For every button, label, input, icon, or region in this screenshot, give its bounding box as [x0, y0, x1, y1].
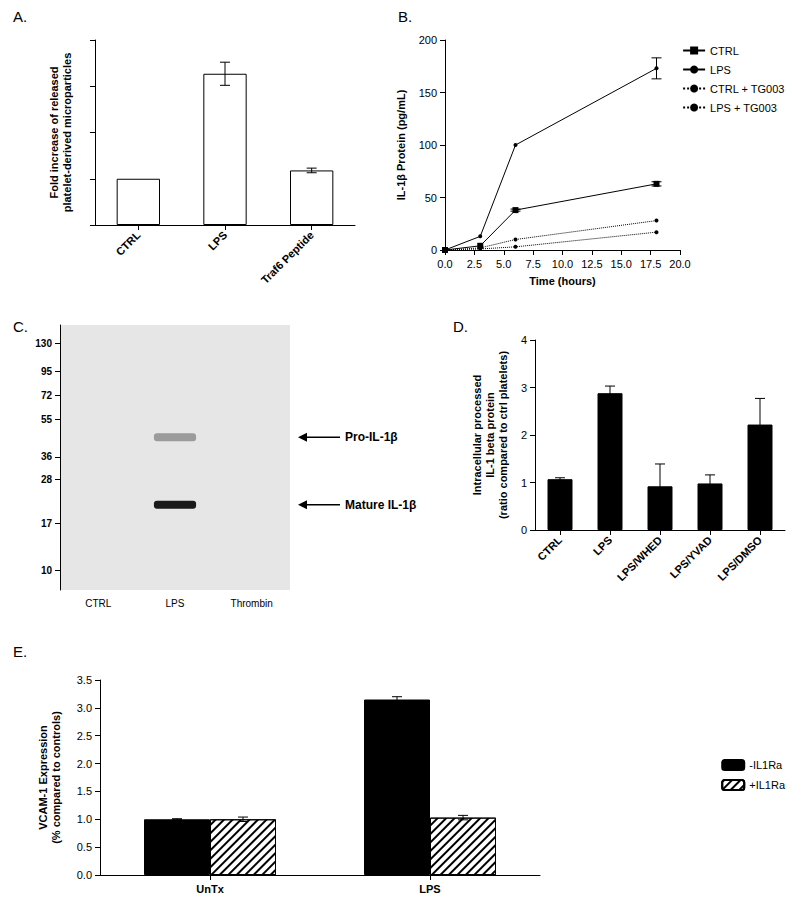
svg-text:2.5: 2.5: [77, 730, 92, 742]
svg-text:CTRL + TG003: CTRL + TG003: [710, 83, 784, 95]
svg-text:17.5: 17.5: [640, 258, 661, 270]
svg-text:Thrombin: Thrombin: [231, 598, 273, 609]
svg-text:1: 1: [521, 477, 527, 489]
svg-text:0.5: 0.5: [77, 841, 92, 853]
svg-text:20.0: 20.0: [669, 258, 690, 270]
svg-text:Traf6 Peptide: Traf6 Peptide: [259, 229, 316, 286]
svg-text:2.0: 2.0: [77, 758, 92, 770]
svg-text:LPS: LPS: [591, 534, 615, 558]
svg-text:LPS: LPS: [710, 64, 731, 76]
svg-text:-IL1Ra: -IL1Ra: [749, 759, 783, 771]
svg-text:200: 200: [419, 34, 437, 46]
svg-text:Mature IL-1β: Mature IL-1β: [345, 498, 416, 512]
svg-text:Intracellular processed: Intracellular processed: [471, 375, 483, 495]
svg-text:10.0: 10.0: [552, 258, 573, 270]
svg-text:15.0: 15.0: [611, 258, 632, 270]
svg-text:10: 10: [41, 565, 53, 576]
svg-text:Fold increase of released: Fold increase of released: [48, 66, 60, 198]
svg-text:100: 100: [419, 139, 437, 151]
svg-text:LPS: LPS: [206, 229, 230, 253]
svg-text:3.0: 3.0: [77, 702, 92, 714]
svg-text:3: 3: [521, 382, 527, 394]
svg-text:12.5: 12.5: [581, 258, 602, 270]
svg-text:7.5: 7.5: [525, 258, 540, 270]
svg-text:UnTx: UnTx: [196, 883, 224, 895]
svg-text:LPS/YVAD: LPS/YVAD: [667, 534, 714, 581]
svg-text:1.0: 1.0: [77, 813, 92, 825]
svg-text:CTRL: CTRL: [113, 229, 142, 258]
svg-text:C.: C.: [13, 318, 28, 335]
svg-text:CTRL: CTRL: [535, 534, 564, 563]
svg-text:0: 0: [521, 524, 527, 536]
svg-text:55: 55: [41, 414, 53, 425]
svg-text:+IL1Ra: +IL1Ra: [749, 779, 786, 791]
svg-text:LPS: LPS: [166, 598, 185, 609]
svg-text:VCAM-1 Expression: VCAM-1 Expression: [37, 725, 49, 830]
svg-text:2: 2: [521, 429, 527, 441]
svg-text:(% compared to controls): (% compared to controls): [50, 711, 62, 844]
svg-text:E.: E.: [13, 643, 27, 660]
svg-text:D.: D.: [453, 318, 468, 335]
svg-text:platelet-derived microparticle: platelet-derived microparticles: [61, 53, 73, 213]
svg-text:0.0: 0.0: [437, 258, 452, 270]
svg-text:95: 95: [41, 366, 53, 377]
svg-text:CTRL: CTRL: [85, 598, 112, 609]
svg-text:17: 17: [41, 518, 53, 529]
svg-text:Pro-IL-1β: Pro-IL-1β: [345, 430, 398, 444]
svg-text:(ratio compared to ctrl platel: (ratio compared to ctrl platelets): [497, 351, 509, 519]
svg-text:B.: B.: [398, 8, 412, 25]
svg-text:CTRL: CTRL: [710, 45, 739, 57]
svg-text:0: 0: [431, 244, 437, 256]
svg-text:LPS/WHED: LPS/WHED: [615, 534, 665, 584]
svg-text:36: 36: [41, 451, 53, 462]
svg-text:IL-1 beta protein: IL-1 beta protein: [484, 392, 496, 478]
svg-text:0.0: 0.0: [77, 869, 92, 881]
svg-text:LPS/DMSO: LPS/DMSO: [715, 533, 764, 582]
svg-text:1.5: 1.5: [77, 785, 92, 797]
svg-text:LPS: LPS: [419, 883, 440, 895]
svg-text:72: 72: [41, 390, 53, 401]
svg-text:5.0: 5.0: [496, 258, 511, 270]
svg-text:2.5: 2.5: [467, 258, 482, 270]
svg-text:130: 130: [35, 338, 52, 349]
svg-text:LPS + TG003: LPS + TG003: [710, 102, 777, 114]
svg-text:IL-1β Protein (pg/mL): IL-1β Protein (pg/mL): [395, 89, 407, 200]
svg-text:3.5: 3.5: [77, 674, 92, 686]
svg-text:50: 50: [425, 192, 437, 204]
svg-text:A.: A.: [13, 8, 27, 25]
svg-text:150: 150: [419, 87, 437, 99]
svg-text:Time (hours): Time (hours): [529, 275, 596, 287]
svg-text:28: 28: [41, 474, 53, 485]
svg-text:4: 4: [521, 334, 527, 346]
